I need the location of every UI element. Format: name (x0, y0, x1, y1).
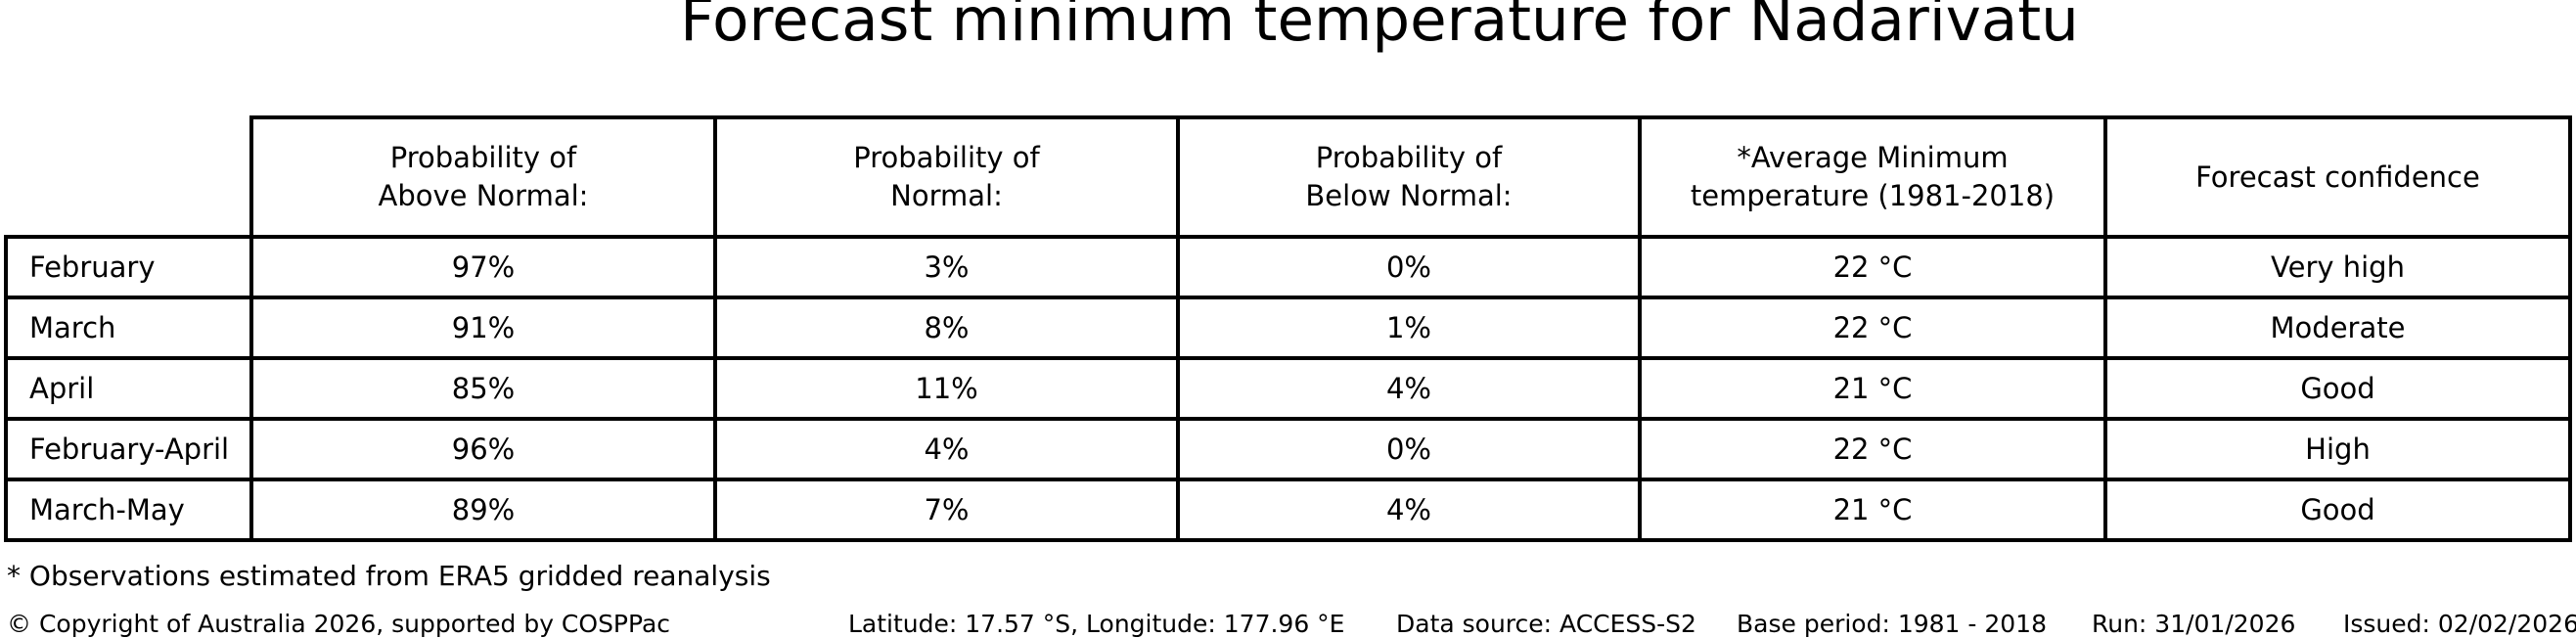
copyright-text: © Copyright of Australia 2026, supported… (7, 610, 671, 638)
cell-normal: 4% (713, 417, 1180, 481)
row-label: March (4, 296, 253, 360)
row-label: March-May (4, 478, 253, 542)
header-probability-normal: Probability of Normal: (713, 115, 1180, 239)
forecast-table: Probability of Above Normal: Probability… (4, 115, 2572, 542)
header-probability-above-normal: Probability of Above Normal: (249, 115, 717, 239)
cell-above-normal: 91% (249, 296, 717, 360)
issued-date-text: Issued: 02/02/2026 (2343, 610, 2576, 638)
cell-confidence: High (2103, 417, 2572, 481)
table-header-row: Probability of Above Normal: Probability… (6, 115, 2572, 239)
location-text: Latitude: 17.57 °S, Longitude: 177.96 °E (848, 610, 1345, 638)
cell-above-normal: 89% (249, 478, 717, 542)
data-source-text: Data source: ACCESS-S2 (1396, 610, 1696, 638)
cell-below-normal: 4% (1176, 356, 1642, 421)
row-label: April (4, 356, 253, 421)
cell-normal: 3% (713, 235, 1180, 299)
cell-above-normal: 96% (249, 417, 717, 481)
cell-confidence: Moderate (2103, 296, 2572, 360)
cell-below-normal: 1% (1176, 296, 1642, 360)
cell-average-minimum: 22 °C (1638, 235, 2107, 299)
cell-above-normal: 97% (249, 235, 717, 299)
table-row-february: February 97% 3% 0% 22 °C Very high (4, 235, 2572, 299)
cell-average-minimum: 22 °C (1638, 296, 2107, 360)
cell-normal: 11% (713, 356, 1180, 421)
row-label: February-April (4, 417, 253, 481)
cell-average-minimum: 22 °C (1638, 417, 2107, 481)
cell-normal: 7% (713, 478, 1180, 542)
cell-average-minimum: 21 °C (1638, 478, 2107, 542)
table-corner-cell (6, 117, 251, 237)
cell-confidence: Good (2103, 478, 2572, 542)
base-period-text: Base period: 1981 - 2018 (1737, 610, 2047, 638)
table-row-march: March 91% 8% 1% 22 °C Moderate (4, 296, 2572, 360)
cell-confidence: Good (2103, 356, 2572, 421)
cell-confidence: Very high (2103, 235, 2572, 299)
header-forecast-confidence: Forecast confidence (2103, 115, 2572, 239)
header-average-minimum-temperature: *Average Minimum temperature (1981-2018) (1638, 115, 2107, 239)
cell-below-normal: 0% (1176, 417, 1642, 481)
cell-average-minimum: 21 °C (1638, 356, 2107, 421)
cell-below-normal: 0% (1176, 235, 1642, 299)
cell-below-normal: 4% (1176, 478, 1642, 542)
cell-normal: 8% (713, 296, 1180, 360)
table-row-april: April 85% 11% 4% 21 °C Good (4, 356, 2572, 421)
cell-above-normal: 85% (249, 356, 717, 421)
page-title: Forecast minimum temperature for Nadariv… (680, 0, 2079, 55)
footnote-era5: * Observations estimated from ERA5 gridd… (7, 560, 771, 592)
table-row-february-april: February-April 96% 4% 0% 22 °C High (4, 417, 2572, 481)
header-probability-below-normal: Probability of Below Normal: (1176, 115, 1642, 239)
row-label: February (4, 235, 253, 299)
table-row-march-may: March-May 89% 7% 4% 21 °C Good (4, 478, 2572, 542)
run-date-text: Run: 31/01/2026 (2092, 610, 2296, 638)
